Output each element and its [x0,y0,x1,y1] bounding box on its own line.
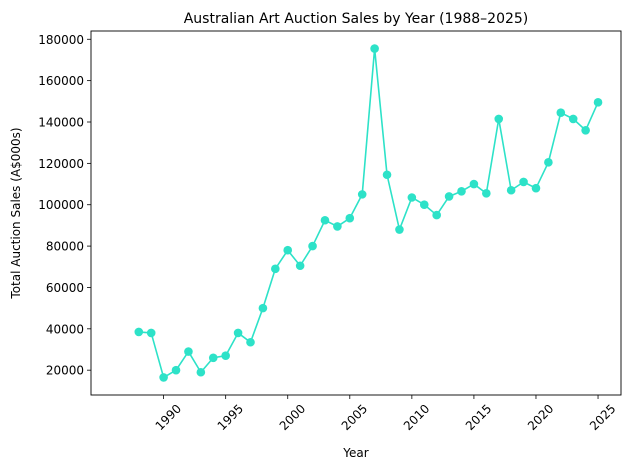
data-point [556,108,566,117]
data-point [395,225,404,234]
data-point [544,158,553,167]
data-point [320,215,330,225]
data-point [146,328,156,338]
data-point [283,245,293,255]
y-tick-label: 80000 [46,240,84,254]
data-point [482,189,491,198]
data-point [382,170,392,180]
data-point [593,98,603,107]
data-point [221,351,230,361]
data-point [469,179,479,189]
chart-title: Australian Art Auction Sales by Year (19… [184,11,529,27]
data-point [581,125,590,135]
plot-frame [90,30,622,396]
data-point [258,303,268,313]
y-tick-label: 60000 [46,281,84,295]
data-point [531,183,541,193]
x-axis-title: Year [342,446,368,460]
y-tick-label: 160000 [38,74,84,88]
y-tick-label: 40000 [46,322,84,336]
data-point [196,367,206,377]
y-tick-label: 180000 [38,33,84,47]
data-point [568,114,578,124]
data-point [233,328,243,338]
y-axis-title: Total Auction Sales (A$000s) [9,127,23,299]
data-point [271,264,280,274]
data-point [357,190,367,199]
data-point [432,210,441,220]
data-point [444,192,454,201]
data-point [171,365,181,375]
data-point [345,213,355,223]
y-tick-label: 120000 [38,157,84,171]
data-point [308,241,317,251]
data-point [457,186,466,196]
data-point [333,222,342,231]
data-point [519,177,528,187]
data-point [419,200,429,210]
data-point [208,353,218,363]
data-point [184,347,193,356]
data-point [506,185,516,195]
y-tick-label: 100000 [38,198,84,212]
data-point [246,337,255,347]
data-point [494,114,504,124]
y-tick-label: 20000 [46,364,84,378]
data-point [159,373,168,382]
data-point [370,44,379,53]
data-point [295,261,305,271]
y-tick-label: 140000 [38,116,84,130]
data-point [134,327,144,337]
data-point [407,193,417,202]
